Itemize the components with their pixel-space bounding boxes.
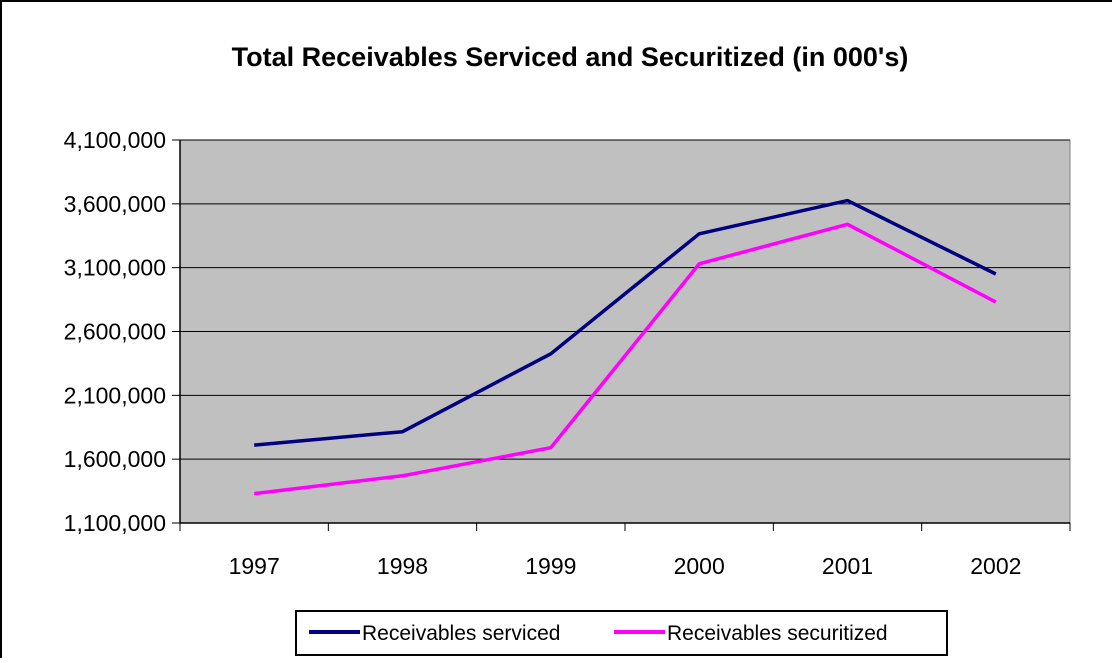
axes	[172, 139, 1071, 531]
y-axis-tick-labels: 1,100,000 1,600,000 2,100,000 2,600,000 3,10…	[64, 127, 166, 536]
legend: Receivables serviced Receivables securit…	[295, 610, 948, 656]
y-tick-label: 1,100,000	[64, 510, 166, 536]
y-tick-label: 3,100,000	[64, 255, 166, 281]
series-lines	[253, 198, 997, 496]
x-tick-label: 1997	[229, 553, 280, 579]
series-line-receivables-serviced	[254, 198, 997, 447]
legend-label-receivables-serviced: Receivables serviced	[362, 622, 560, 645]
y-tick-label: 4,100,000	[64, 127, 166, 153]
x-tick-label: 1998	[377, 553, 428, 579]
legend-label-receivables-securitized: Receivables securitized	[667, 622, 888, 645]
chart-title: Total Receivables Serviced and Securitiz…	[232, 42, 909, 72]
x-tick-label: 2001	[822, 553, 873, 579]
series-line-receivables-securitized	[253, 222, 997, 496]
x-tick-label: 2002	[970, 553, 1021, 579]
x-tick-label: 2000	[674, 553, 725, 579]
y-tick-label: 2,600,000	[64, 319, 166, 345]
x-axis-tick-labels: 1997 1998 1999 2000 2001 2002	[229, 553, 1022, 579]
y-tick-label: 3,600,000	[64, 191, 166, 217]
y-tick-label: 2,100,000	[64, 382, 166, 408]
gridlines	[180, 139, 1070, 460]
y-tick-label: 1,600,000	[64, 446, 166, 472]
x-tick-label: 1999	[525, 553, 576, 579]
